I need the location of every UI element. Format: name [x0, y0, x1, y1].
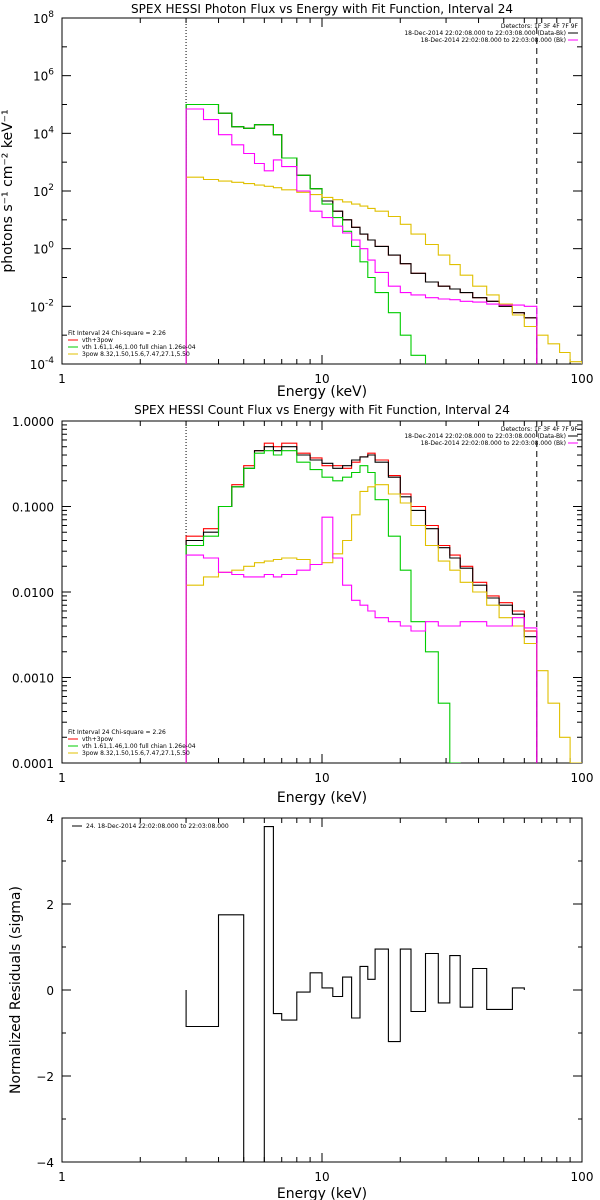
- data-series: [185, 826, 525, 1162]
- series-background-4: [185, 108, 538, 364]
- y-tick-label: −4: [36, 1156, 54, 1170]
- x-tick-label: 1: [58, 1170, 66, 1184]
- series-powerlaw-3: [185, 176, 582, 364]
- chart-panel-2: SPEX HESSI Count Flux vs Energy with Fit…: [12, 403, 594, 806]
- y-ticks: [62, 817, 582, 1163]
- legend-entry: 18-Dec-2014 22:02:08.000 to 22:03:08.000…: [421, 37, 566, 44]
- legend-entry: 24. 18-Dec-2014 22:02:08.000 to 22:03:08…: [86, 823, 229, 830]
- x-axis-label: Energy (keV): [277, 790, 367, 806]
- x-axis-label: Energy (keV): [277, 384, 367, 400]
- chart-panel-3: Energy (keV) Normalized Residuals (sigma)…: [8, 812, 593, 1200]
- series-total-0: [185, 826, 525, 1162]
- y-tick-label: 108: [33, 10, 54, 26]
- legend-entry: 3pow 8.32,1.50,15.6,7.47,27.1,5.50: [82, 750, 190, 757]
- x-tick-label: 100: [571, 372, 594, 386]
- legend-entry: Fit Interval 24 Chi-square = 2.26: [68, 729, 166, 736]
- data-series: [185, 442, 582, 763]
- legend-entry: vth+3pow: [82, 736, 113, 743]
- x-tick-label: 1: [58, 372, 66, 386]
- legend-entry: Detectors: 1F 3F 4F 7F 9F: [501, 23, 579, 30]
- y-tick-label: 0: [46, 984, 54, 998]
- y-tick-label: 104: [33, 125, 54, 141]
- y-tick-label: 2: [46, 898, 54, 912]
- legend-entry: vth 1.61,1.46,1.00 full chian 1.26e-04: [82, 344, 196, 351]
- x-ticks: [61, 421, 571, 763]
- x-ticks: [61, 18, 571, 364]
- y-tick-label: 0.1000: [12, 501, 54, 515]
- y-axis-label: photons s⁻¹ cm⁻² keV⁻¹: [0, 109, 16, 272]
- legend-entry: vth 1.61,1.46,1.00 full chian 1.26e-04: [82, 743, 196, 750]
- y-tick-label: 4: [46, 812, 54, 826]
- x-tick-label: 1: [58, 771, 66, 785]
- legend-entry: 18-Dec-2014 22:02:08.000 to 22:03:08.000…: [421, 440, 566, 447]
- chart-title: SPEX HESSI Count Flux vs Energy with Fit…: [134, 403, 510, 417]
- x-tick-label: 10: [314, 372, 329, 386]
- y-tick-label: 0.0001: [12, 757, 54, 771]
- chart-title: SPEX HESSI Photon Flux vs Energy with Fi…: [131, 2, 513, 16]
- y-ticks: [62, 424, 582, 764]
- x-tick-label: 10: [314, 771, 329, 785]
- y-tick-label: −2: [36, 1070, 54, 1084]
- series-total-1: [185, 103, 538, 364]
- legend-entry: Detectors: 1F 3F 4F 7F 9F: [501, 426, 579, 433]
- legend-entry: 18-Dec-2014 22:02:08.000 to 22:03:08.000…: [404, 30, 566, 37]
- y-tick-label: 0.0100: [12, 586, 54, 600]
- chart-panel-1: SPEX HESSI Photon Flux vs Energy with Fi…: [0, 2, 594, 400]
- x-axis-label: Energy (keV): [277, 1186, 367, 1200]
- x-tick-label: 100: [571, 771, 594, 785]
- legend-entry: 18-Dec-2014 22:02:08.000 to 22:03:08.000…: [404, 433, 566, 440]
- series-thermal-2: [185, 103, 427, 364]
- x-ticks: [61, 818, 571, 1162]
- y-tick-label: 106: [33, 68, 54, 84]
- y-tick-label: 10-4: [30, 356, 55, 372]
- y-ticks: [62, 46, 582, 365]
- series-model-0: [185, 103, 538, 364]
- legend-entry: 3pow 8.32,1.50,15.6,7.47,27.1,5.50: [82, 351, 190, 358]
- y-axis-label: Normalized Residuals (sigma): [8, 886, 24, 1094]
- series-thermal-2: [185, 450, 461, 763]
- series-powerlaw-3: [185, 484, 582, 763]
- y-tick-label: 0.0010: [12, 672, 54, 686]
- plot-frame: [61, 817, 583, 1163]
- series-model-0: [185, 442, 538, 763]
- legend-entry: Fit Interval 24 Chi-square = 2.26: [68, 330, 166, 337]
- data-series: [185, 103, 582, 364]
- x-tick-label: 10: [314, 1170, 329, 1184]
- legend-entry: vth+3pow: [82, 337, 113, 344]
- y-tick-label: 102: [33, 183, 54, 199]
- y-tick-label: 10-2: [30, 298, 54, 314]
- y-tick-label: 100: [33, 241, 54, 257]
- x-tick-label: 100: [571, 1170, 594, 1184]
- series-background-4: [185, 516, 538, 763]
- y-tick-label: 1.0000: [12, 415, 54, 429]
- series-total-1: [185, 446, 538, 763]
